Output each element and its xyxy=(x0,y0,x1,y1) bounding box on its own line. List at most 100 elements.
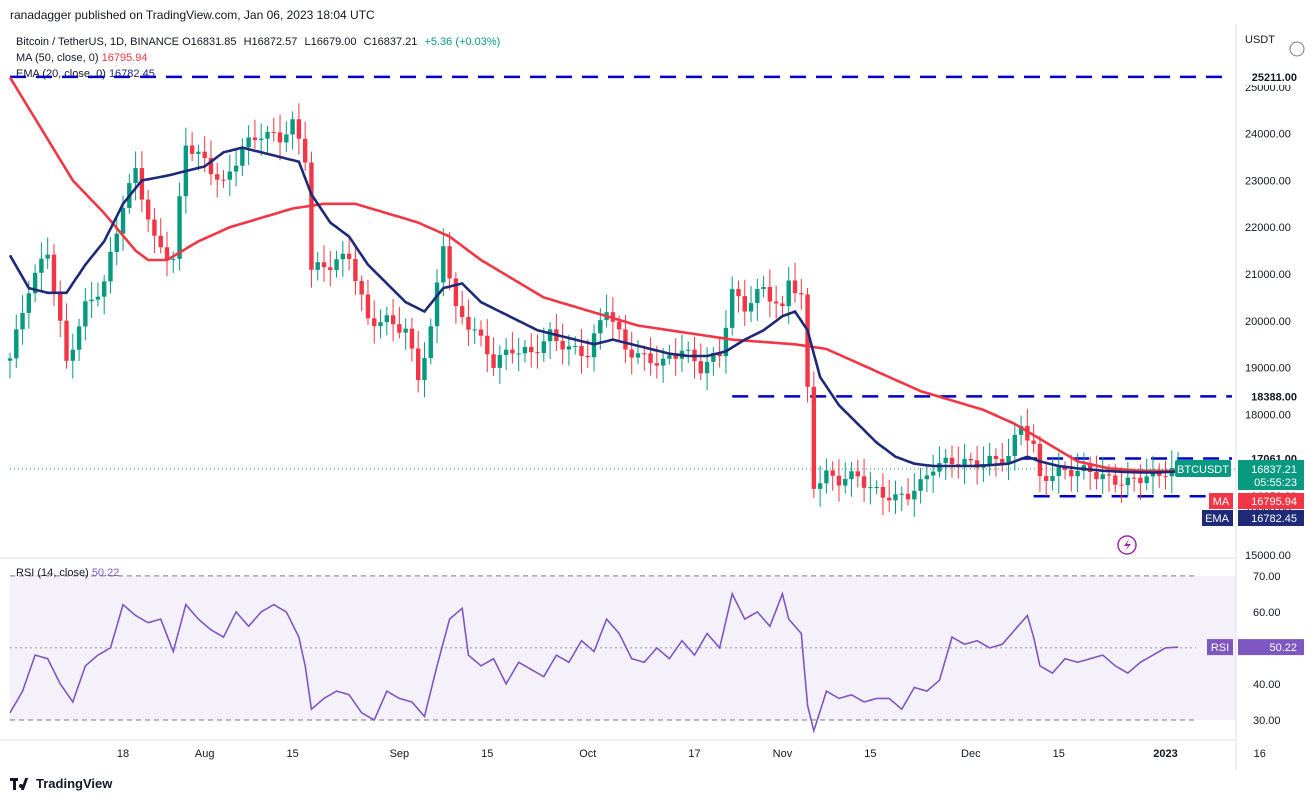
candle-body xyxy=(667,355,672,359)
ma-tag-price: 16795.94 xyxy=(1251,496,1297,508)
ma-legend[interactable]: MA (50, close, 0) 16795.94 xyxy=(16,51,148,65)
candle-body xyxy=(767,286,773,302)
time-tick-label: Dec xyxy=(961,748,981,760)
candle-body xyxy=(924,475,930,480)
candle-body xyxy=(1062,467,1068,470)
price-tick-label: 15000.00 xyxy=(1245,550,1291,562)
symbol-name[interactable]: Bitcoin / TetherUS, 1D, BINANCE xyxy=(16,36,180,48)
candle-body xyxy=(748,303,754,312)
candle-body xyxy=(321,262,327,268)
candle-body xyxy=(755,289,760,304)
candle-body xyxy=(560,340,565,350)
time-tick-label: Oct xyxy=(579,748,596,760)
candle-body xyxy=(315,262,320,270)
ema-tag-name: EMA xyxy=(1205,513,1230,525)
scale-settings-icon xyxy=(1289,41,1305,57)
candle-body xyxy=(215,174,220,180)
candle-body xyxy=(447,246,452,279)
candle-body xyxy=(108,251,113,282)
candle-body xyxy=(202,151,207,159)
ema-tag-bg xyxy=(1238,509,1304,526)
candle-body xyxy=(786,280,791,306)
ma50-line xyxy=(8,76,1179,473)
price-tick-label: 22000.00 xyxy=(1245,222,1291,234)
candle-body xyxy=(64,320,69,361)
candle-body xyxy=(7,358,13,361)
candle-body xyxy=(1163,475,1168,477)
rsi-tag-name-bg xyxy=(1207,639,1233,656)
price-tick-label: 19000.00 xyxy=(1245,363,1291,375)
candle-body xyxy=(516,353,521,355)
ma-tag-name: MA xyxy=(1213,496,1230,508)
ma-legend-label: MA (50, close, 0) xyxy=(16,52,99,64)
tradingview-logo[interactable]: TradingView xyxy=(10,776,112,791)
ohlc-close: C16837.21 xyxy=(363,36,418,48)
btcusdt-tag-bg xyxy=(1238,459,1304,490)
candle-body xyxy=(1025,425,1030,441)
candle-body xyxy=(974,460,980,468)
ohlc-high: H16872.57 xyxy=(243,36,298,48)
candle-body xyxy=(359,281,364,295)
candle-body xyxy=(1006,455,1011,464)
candle-body xyxy=(478,329,484,336)
rsi-legend[interactable]: RSI (14, close) 50.22 xyxy=(16,567,119,579)
candle-body xyxy=(585,355,590,358)
candle-body xyxy=(503,349,509,355)
symbol-legend: Bitcoin / TetherUS, 1D, BINANCE O16831.8… xyxy=(16,35,500,49)
candle-body xyxy=(428,326,433,359)
candle-body xyxy=(328,267,333,271)
candle-body xyxy=(529,346,534,353)
candle-body xyxy=(723,327,729,357)
candle-body xyxy=(240,147,245,166)
btcusdt-tag-price: 16837.21 xyxy=(1251,464,1297,476)
time-tick-label: Nov xyxy=(773,748,793,760)
candle-body xyxy=(365,294,371,319)
rsi-tick-label: 60.00 xyxy=(1253,607,1281,619)
candle-body xyxy=(189,145,195,154)
candle-body xyxy=(271,132,276,134)
ema-tag-price: 16782.45 xyxy=(1251,513,1297,525)
tradingview-brand: TradingView xyxy=(36,776,113,791)
candle-body xyxy=(868,487,873,489)
btcusdt-tag-name-bg xyxy=(1175,459,1231,477)
candle-body xyxy=(284,134,289,143)
candle-body xyxy=(459,306,465,318)
candle-body xyxy=(26,293,32,313)
level-tag-bg xyxy=(1238,388,1304,405)
candle-body xyxy=(547,329,553,342)
candle-body xyxy=(1050,475,1055,481)
candle-body xyxy=(711,353,716,362)
candle-body xyxy=(1144,476,1149,484)
candle-body xyxy=(346,253,352,259)
time-tick-label: 15 xyxy=(481,748,493,760)
candle-body xyxy=(673,355,678,359)
price-tick-label: 23000.00 xyxy=(1245,175,1291,187)
candle-body xyxy=(145,199,151,220)
time-tick-label: 17 xyxy=(688,748,700,760)
candle-body xyxy=(698,361,703,374)
ma-legend-value: 16795.94 xyxy=(101,52,148,64)
candle-body xyxy=(20,312,25,330)
candle-body xyxy=(949,457,955,465)
candle-body xyxy=(259,138,264,141)
candle-body xyxy=(485,335,490,355)
candle-body xyxy=(384,315,389,323)
candle-body xyxy=(76,326,82,350)
candle-body xyxy=(1106,474,1112,476)
candle-body xyxy=(943,457,948,463)
candle-body xyxy=(805,294,810,387)
candle-body xyxy=(472,329,477,331)
candle-body xyxy=(58,291,63,321)
candle-body xyxy=(70,349,75,361)
candle-body xyxy=(1131,477,1137,479)
candle-body xyxy=(302,138,308,163)
candle-body xyxy=(522,346,528,354)
level-tag-label: 18388.00 xyxy=(1251,391,1297,403)
level-tag-label: 25211.00 xyxy=(1252,72,1297,84)
candle-body xyxy=(648,353,653,364)
candle-body xyxy=(855,471,860,477)
candle-body xyxy=(403,328,408,333)
candle-body xyxy=(535,352,540,354)
candle-body xyxy=(780,303,785,306)
